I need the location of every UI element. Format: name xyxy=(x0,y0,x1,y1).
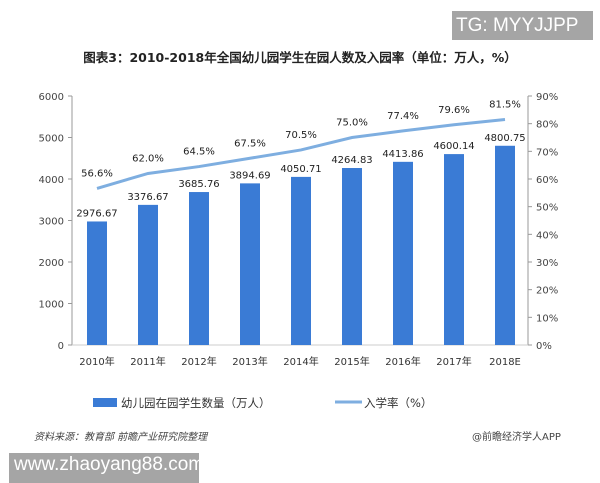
right-tick-label: 90% xyxy=(536,92,558,103)
bar xyxy=(87,221,107,345)
bar xyxy=(495,145,515,345)
left-tick-label: 3000 xyxy=(39,217,64,228)
line-label: 70.5% xyxy=(285,130,317,141)
line-label: 79.6% xyxy=(438,105,470,116)
right-tick-label: 70% xyxy=(536,147,558,158)
bar-label: 4264.83 xyxy=(331,155,372,166)
line-label: 81.5% xyxy=(489,100,521,111)
rate-line xyxy=(96,118,506,190)
x-tick-label: 2011年 xyxy=(130,355,165,368)
bar xyxy=(393,161,413,345)
line-label: 64.5% xyxy=(183,147,215,158)
right-tick-label: 50% xyxy=(536,203,558,214)
left-tick-label: 2000 xyxy=(39,258,64,269)
bar-label: 3894.69 xyxy=(229,170,270,181)
right-tick-label: 80% xyxy=(536,120,558,131)
right-tick-label: 20% xyxy=(536,286,558,297)
right-tick-label: 60% xyxy=(536,175,558,186)
line-label: 75.0% xyxy=(336,118,368,129)
left-tick-label: 1000 xyxy=(39,300,64,311)
bar xyxy=(291,176,311,345)
bar-label: 4050.71 xyxy=(280,164,321,175)
bar-label: 3376.67 xyxy=(127,192,168,203)
bar xyxy=(240,183,260,345)
right-tick-label: 30% xyxy=(536,258,558,269)
bar-label: 4800.75 xyxy=(484,133,525,144)
watermark-bottom: www.zhaoyang88.com xyxy=(9,453,204,483)
legend-bar-label: 幼儿园在园学生数量（万人） xyxy=(121,396,271,410)
line-label: 62.0% xyxy=(132,153,164,164)
line-label: 56.6% xyxy=(81,168,113,179)
x-tick-label: 2015年 xyxy=(334,355,369,368)
bar xyxy=(342,168,362,345)
bar-label: 4600.14 xyxy=(433,141,474,152)
x-tick-label: 2018E xyxy=(489,357,521,368)
x-tick-label: 2017年 xyxy=(436,355,471,368)
x-tick-label: 2010年 xyxy=(79,355,114,368)
right-tick-label: 40% xyxy=(536,230,558,241)
chart-title: 图表3：2010-2018年全国幼儿园学生在园人数及入园率（单位：万人，%） xyxy=(83,50,517,65)
bar xyxy=(444,154,464,345)
bar xyxy=(138,204,158,345)
credit: @前瞻经济学人APP xyxy=(472,432,561,443)
legend-line-label: 入学率（%） xyxy=(364,396,432,410)
legend-bar-swatch xyxy=(93,398,117,407)
bar-label: 2976.67 xyxy=(76,208,117,219)
bar-label: 3685.76 xyxy=(178,179,219,190)
x-tick-label: 2016年 xyxy=(385,355,420,368)
line-label: 67.5% xyxy=(234,138,266,149)
right-tick-label: 10% xyxy=(536,313,558,324)
left-tick-label: 0 xyxy=(58,341,64,352)
x-tick-label: 2012年 xyxy=(181,355,216,368)
left-tick-label: 4000 xyxy=(39,175,64,186)
left-tick-label: 6000 xyxy=(39,92,64,103)
source-note: 资料来源：教育部 前瞻产业研究院整理 xyxy=(34,432,208,443)
bar-label: 4413.86 xyxy=(382,149,423,160)
watermark-top: TG: MYYJJPP xyxy=(452,11,593,40)
x-tick-label: 2014年 xyxy=(283,355,318,368)
line-label: 77.4% xyxy=(387,111,419,122)
bar xyxy=(189,192,209,345)
x-tick-label: 2013年 xyxy=(232,355,267,368)
right-tick-label: 0% xyxy=(536,341,552,352)
left-tick-label: 5000 xyxy=(39,134,64,145)
